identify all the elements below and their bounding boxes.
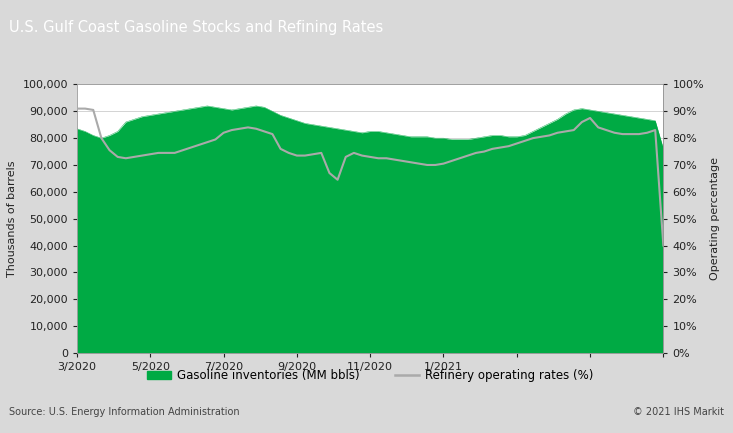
Text: © 2021 IHS Markit: © 2021 IHS Markit xyxy=(633,407,724,417)
Text: Source: U.S. Energy Information Administration: Source: U.S. Energy Information Administ… xyxy=(9,407,240,417)
Legend: Gasoline inventories (MM bbls), Refinery operating rates (%): Gasoline inventories (MM bbls), Refinery… xyxy=(147,369,593,382)
Y-axis label: Operating percentage: Operating percentage xyxy=(710,157,720,280)
Text: U.S. Gulf Coast Gasoline Stocks and Refining Rates: U.S. Gulf Coast Gasoline Stocks and Refi… xyxy=(9,20,383,36)
Y-axis label: Thousands of barrels: Thousands of barrels xyxy=(7,160,17,277)
